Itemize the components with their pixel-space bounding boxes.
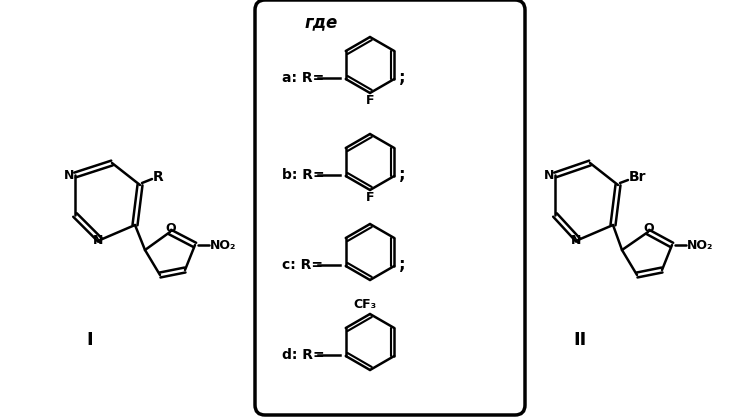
Text: c: R=: c: R= [282,258,323,272]
Text: F: F [366,191,374,204]
Text: ;: ; [399,166,406,184]
Text: O: O [644,222,654,235]
FancyBboxPatch shape [255,0,525,415]
Text: ;: ; [399,256,406,274]
Text: NO₂: NO₂ [210,238,236,251]
Text: R: R [152,170,164,184]
Text: Br: Br [629,170,647,184]
Text: где: где [305,13,338,31]
Text: F: F [366,93,374,106]
Text: b: R=: b: R= [282,168,325,182]
Text: I: I [87,331,93,349]
Text: N: N [63,168,74,181]
Text: O: O [166,222,176,235]
Text: N: N [93,233,103,246]
Text: NO₂: NO₂ [686,238,713,251]
Text: d: R=: d: R= [282,348,325,362]
Text: N: N [544,168,554,181]
Text: N: N [571,233,581,246]
Text: a: R=: a: R= [282,71,324,85]
Text: CF₃: CF₃ [353,298,376,311]
Text: II: II [574,331,586,349]
Text: ;: ; [399,69,406,87]
